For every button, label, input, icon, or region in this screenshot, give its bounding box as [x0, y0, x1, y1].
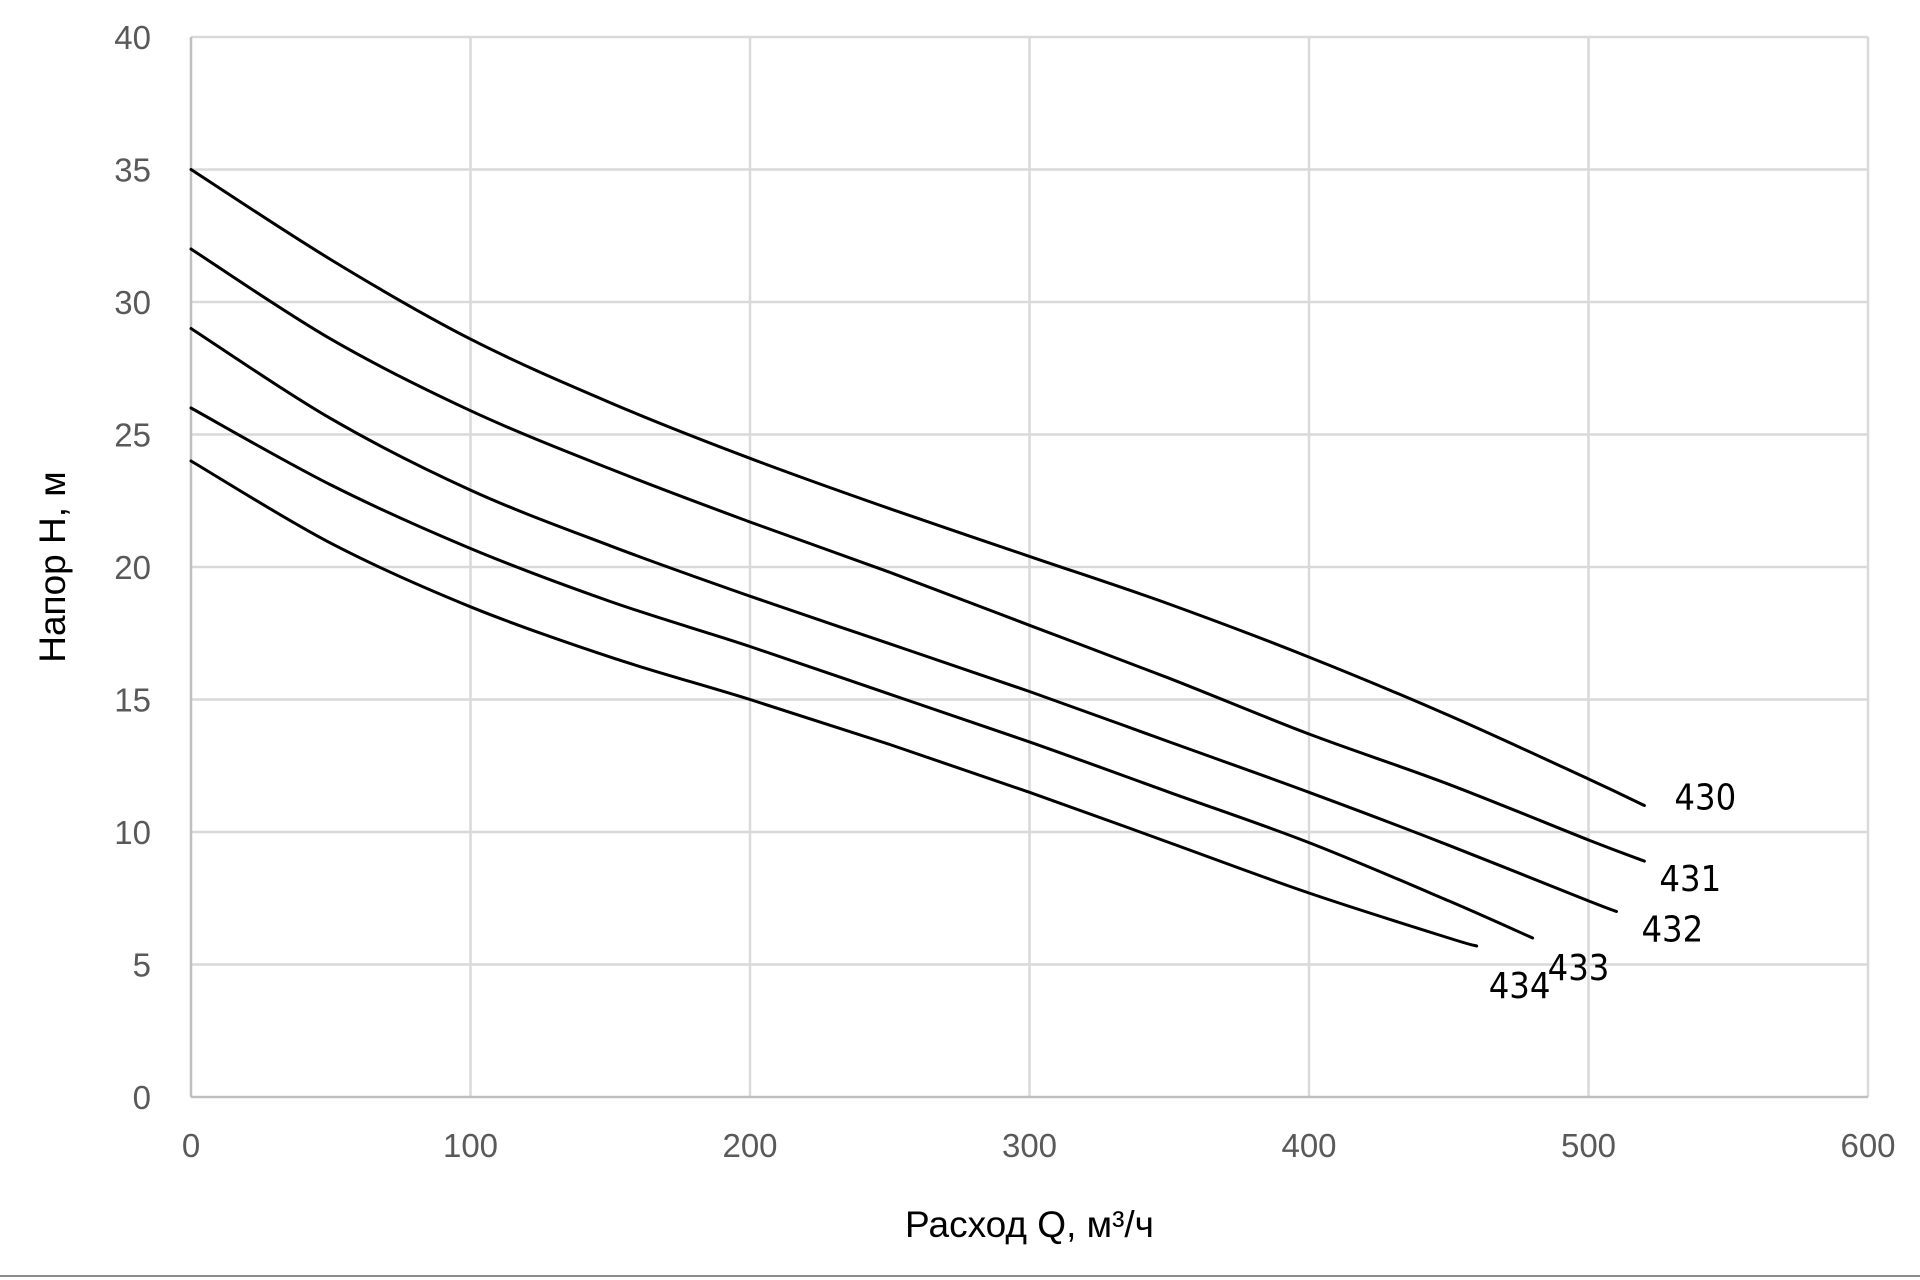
y-tick-label: 0 [133, 1079, 151, 1116]
x-axis-title: Расход Q, м³/ч [905, 1204, 1154, 1245]
series-curves [189, 168, 1646, 948]
y-tick-label: 20 [114, 549, 151, 586]
grid [191, 35, 1870, 1097]
series-label-432: 432 [1641, 910, 1703, 951]
x-tick-label: 0 [182, 1127, 200, 1164]
y-tick-label: 40 [114, 19, 151, 56]
x-tick-label: 500 [1561, 1127, 1616, 1164]
series-label-430: 430 [1674, 778, 1736, 819]
x-tick-label: 300 [1002, 1127, 1057, 1164]
series-label-433: 433 [1548, 948, 1610, 989]
y-tick-label: 35 [114, 152, 151, 189]
axes [189, 37, 1868, 1099]
series-label-434: 434 [1489, 966, 1551, 1007]
series-line-434 [189, 459, 1479, 948]
y-tick-label: 5 [133, 947, 151, 984]
y-tick-label: 10 [114, 814, 151, 851]
series-label-431: 431 [1659, 859, 1721, 900]
x-tick-label: 100 [443, 1127, 498, 1164]
x-tick-label: 600 [1840, 1127, 1895, 1164]
y-tick-label: 25 [114, 417, 151, 454]
y-tick-labels: 0 5 10 15 20 25 30 35 40 [114, 19, 151, 1116]
x-tick-label: 200 [722, 1127, 777, 1164]
y-tick-label: 30 [114, 284, 151, 321]
x-tick-label: 400 [1281, 1127, 1336, 1164]
x-tick-labels: 0 100 200 300 400 500 600 [182, 1127, 1896, 1164]
y-axis-title: Напор H, м [32, 471, 73, 663]
y-tick-label: 15 [114, 682, 151, 719]
series-line-433 [189, 406, 1535, 940]
series-line-431 [189, 247, 1646, 863]
series-line-432 [189, 327, 1618, 913]
series-line-430 [189, 168, 1646, 807]
